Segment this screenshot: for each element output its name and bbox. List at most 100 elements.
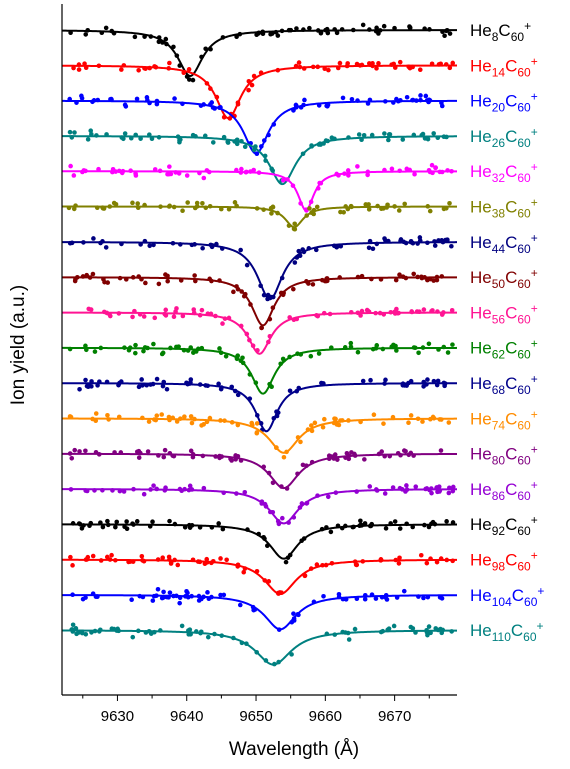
- data-point: [447, 485, 452, 491]
- fit-curve: [62, 488, 457, 525]
- data-point: [244, 331, 250, 337]
- data-point: [120, 168, 126, 174]
- series-44: [62, 235, 457, 302]
- data-point: [429, 61, 435, 67]
- data-point: [408, 378, 414, 384]
- x-axis-label: Wavelength (Å): [229, 739, 359, 760]
- data-point: [425, 594, 431, 600]
- data-point: [117, 488, 123, 494]
- data-point: [447, 200, 452, 206]
- fit-curve: [62, 170, 457, 212]
- data-point: [367, 97, 373, 103]
- data-point: [346, 418, 351, 423]
- data-point: [205, 634, 211, 640]
- data-point: [362, 521, 368, 526]
- data-point: [177, 63, 183, 68]
- data-point: [116, 382, 121, 388]
- data-point: [300, 462, 306, 468]
- data-point: [428, 556, 433, 562]
- data-point: [434, 277, 440, 283]
- data-point: [408, 413, 414, 418]
- data-point: [80, 274, 86, 279]
- data-point: [369, 132, 375, 138]
- data-point: [397, 555, 402, 561]
- data-point: [251, 167, 256, 173]
- data-point: [150, 519, 155, 524]
- data-point: [241, 569, 247, 575]
- data-point: [186, 628, 191, 633]
- data-point: [394, 348, 399, 353]
- data-point: [434, 382, 440, 388]
- x-tick-label: 9650: [239, 708, 272, 725]
- data-point: [188, 414, 194, 419]
- data-point: [173, 309, 178, 314]
- data-point: [278, 290, 284, 296]
- data-point: [138, 242, 143, 247]
- data-point: [346, 637, 352, 642]
- data-point: [397, 168, 403, 174]
- data-point: [413, 484, 419, 489]
- data-point: [425, 204, 431, 209]
- data-point: [69, 240, 75, 246]
- data-point: [219, 246, 225, 251]
- series-86: [62, 483, 457, 527]
- data-point: [130, 634, 136, 640]
- data-point: [220, 35, 226, 40]
- data-point: [188, 345, 194, 350]
- data-point: [141, 314, 147, 319]
- data-point: [83, 377, 88, 383]
- data-point: [148, 34, 154, 39]
- data-point: [188, 448, 194, 454]
- data-point: [136, 384, 142, 390]
- data-point: [234, 491, 239, 496]
- data-point: [410, 524, 416, 530]
- data-point: [271, 415, 277, 421]
- data-point: [95, 97, 101, 103]
- data-point: [174, 419, 180, 424]
- data-point: [438, 556, 444, 561]
- data-point: [381, 421, 386, 426]
- data-point: [148, 487, 153, 492]
- data-point: [247, 396, 253, 401]
- data-point: [92, 349, 98, 354]
- data-point: [374, 66, 379, 71]
- data-point: [338, 243, 344, 249]
- data-point: [383, 238, 388, 243]
- data-point: [72, 130, 77, 135]
- data-point: [388, 521, 393, 526]
- data-point: [204, 560, 210, 565]
- data-point: [110, 488, 115, 493]
- data-point: [432, 239, 437, 244]
- data-point: [376, 61, 381, 66]
- data-point: [313, 247, 319, 253]
- data-point: [156, 453, 161, 458]
- data-point: [298, 201, 303, 206]
- data-point: [147, 524, 153, 529]
- data-point: [439, 312, 445, 317]
- data-point: [355, 98, 360, 103]
- data-point: [366, 245, 372, 251]
- data-point: [398, 98, 403, 103]
- series-92: [62, 518, 458, 565]
- data-point: [250, 343, 256, 349]
- data-point: [351, 27, 356, 33]
- data-point: [171, 593, 176, 599]
- data-point: [314, 204, 320, 210]
- data-point: [340, 95, 346, 101]
- data-point: [235, 392, 241, 398]
- data-point: [122, 102, 128, 108]
- data-point: [369, 276, 374, 282]
- data-point: [426, 341, 432, 347]
- series-62: [62, 340, 458, 395]
- data-point: [324, 631, 330, 637]
- data-point: [216, 521, 221, 526]
- data-point: [430, 519, 436, 525]
- data-point: [136, 455, 142, 460]
- data-point: [122, 131, 128, 136]
- series-14: [61, 59, 458, 121]
- data-point: [364, 307, 370, 313]
- data-point: [422, 522, 427, 528]
- data-point: [238, 170, 244, 175]
- data-point: [194, 200, 200, 206]
- data-point: [343, 204, 348, 209]
